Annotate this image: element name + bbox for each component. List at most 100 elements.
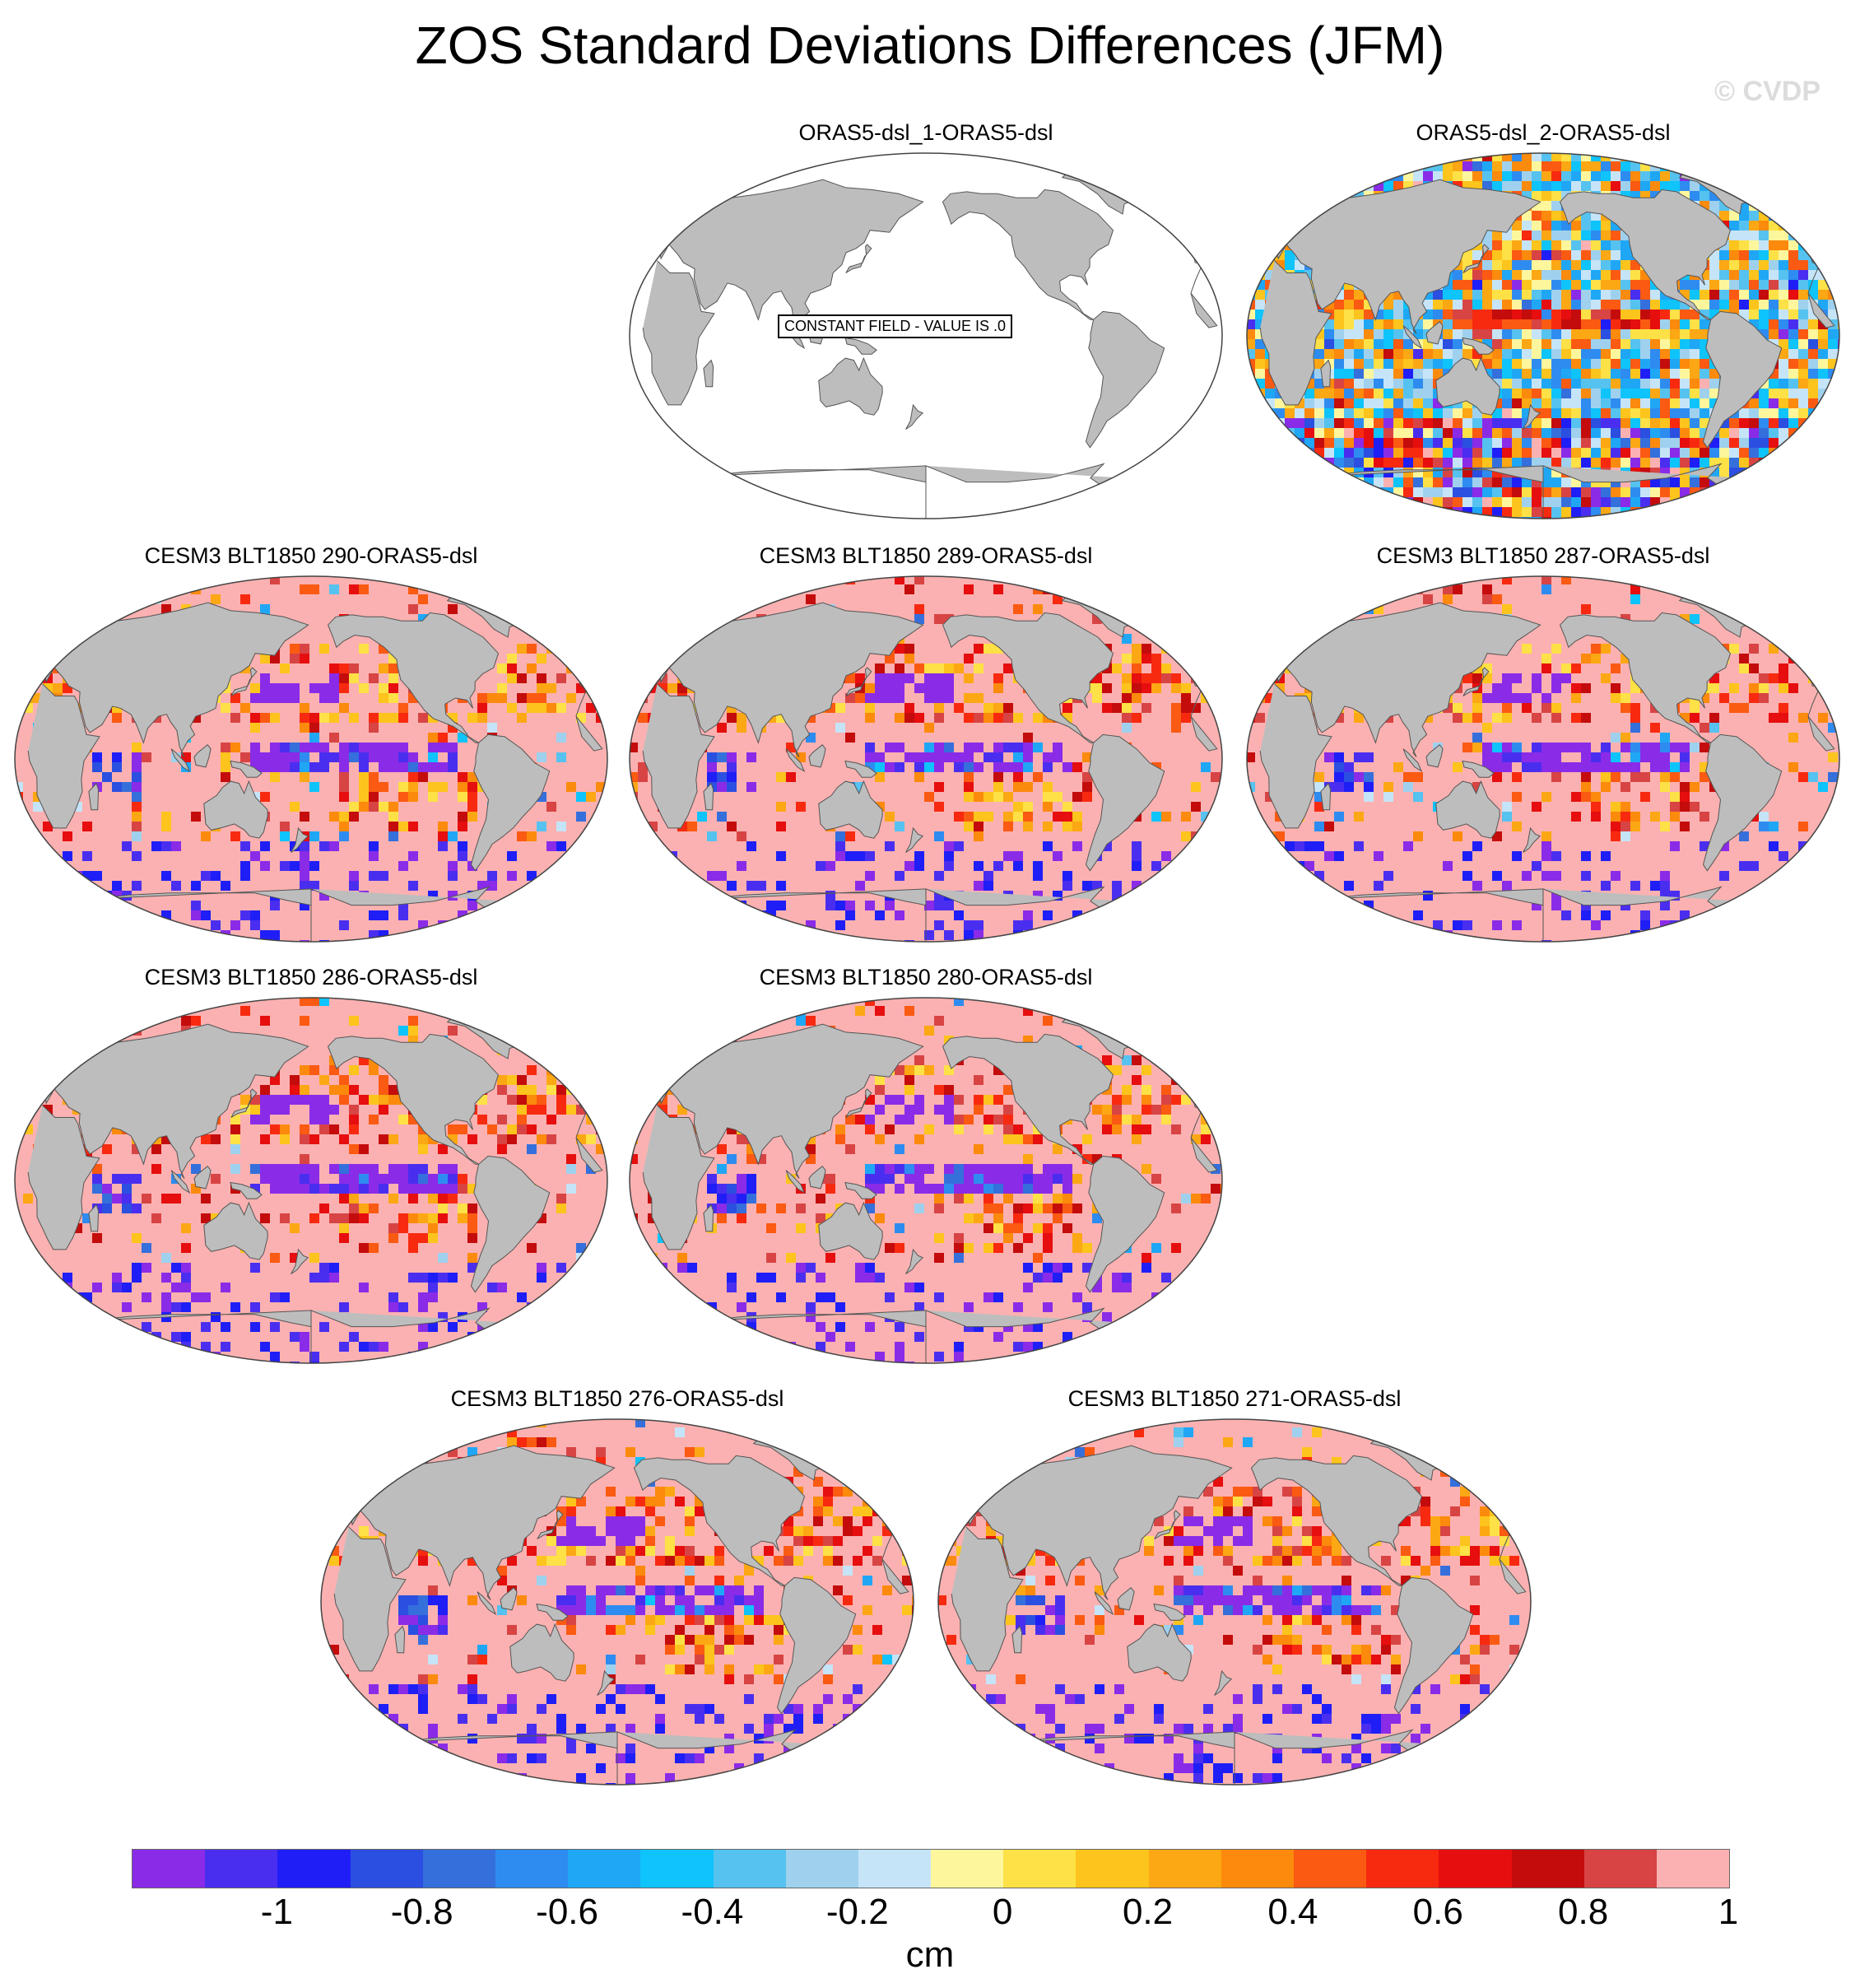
map-content bbox=[630, 998, 1222, 1363]
colorbar-swatch bbox=[858, 1850, 932, 1888]
map-panel: CESM3 BLT1850 290-ORAS5-dsl bbox=[7, 543, 616, 947]
map-border bbox=[629, 575, 1223, 943]
land-australia bbox=[818, 780, 883, 839]
colorbar-swatch bbox=[495, 1850, 569, 1888]
land-borneo bbox=[1425, 320, 1444, 345]
colorbar-swatch bbox=[1221, 1850, 1294, 1888]
map-content bbox=[1247, 576, 1839, 942]
land-australia bbox=[203, 1201, 268, 1260]
land-newguinea bbox=[844, 337, 877, 355]
colorbar-swatch bbox=[1439, 1850, 1512, 1888]
land-africa bbox=[642, 260, 1218, 406]
robinson-map bbox=[14, 997, 608, 1364]
map-content bbox=[15, 998, 607, 1363]
map-panel: CESM3 BLT1850 289-ORAS5-dsl bbox=[621, 543, 1230, 947]
land-japan bbox=[845, 244, 872, 273]
land-samerica bbox=[1702, 310, 1783, 449]
land-africa bbox=[27, 683, 603, 829]
land-japan bbox=[845, 1088, 872, 1118]
land-japan bbox=[230, 667, 258, 696]
colorbar-swatch bbox=[1656, 1850, 1730, 1888]
land-japan bbox=[537, 1510, 564, 1539]
land-newguinea bbox=[844, 1181, 877, 1199]
land-australia bbox=[509, 1623, 574, 1682]
panel-title: CESM3 BLT1850 276-ORAS5-dsl bbox=[450, 1386, 784, 1411]
land-africa bbox=[951, 1526, 1527, 1672]
map-content bbox=[938, 1419, 1531, 1785]
land-nz bbox=[1214, 1669, 1233, 1696]
panel-title: ORAS5-dsl_2-ORAS5-dsl bbox=[1416, 120, 1671, 145]
land-sumatra bbox=[1094, 1591, 1114, 1616]
land-nz bbox=[905, 1248, 924, 1274]
land-japan bbox=[1154, 1510, 1181, 1539]
panel-title: ORAS5-dsl_1-ORAS5-dsl bbox=[798, 120, 1053, 145]
land-madagascar bbox=[1320, 782, 1332, 811]
land-australia bbox=[818, 1201, 883, 1260]
land-newguinea bbox=[844, 760, 877, 778]
watermark: © CVDP bbox=[1714, 76, 1820, 107]
colorbar-swatch bbox=[205, 1850, 278, 1888]
land-namerica bbox=[633, 1455, 806, 1586]
land-nz bbox=[905, 403, 924, 430]
map-border bbox=[629, 152, 1223, 519]
land-madagascar bbox=[1320, 359, 1332, 388]
land-nz bbox=[597, 1669, 616, 1696]
map-border bbox=[320, 1418, 914, 1785]
land-borneo bbox=[808, 743, 826, 768]
land-madagascar bbox=[703, 359, 714, 388]
colorbar-swatch bbox=[1511, 1850, 1584, 1888]
map-border bbox=[14, 997, 608, 1364]
land-madagascar bbox=[88, 1204, 100, 1232]
land-samerica bbox=[1085, 310, 1165, 449]
robinson-map bbox=[320, 1418, 914, 1785]
land-newguinea bbox=[536, 1603, 569, 1621]
land-japan bbox=[845, 667, 872, 696]
land-nz bbox=[291, 1248, 309, 1274]
colorbar-swatch bbox=[785, 1850, 858, 1888]
colorbar-units: cm bbox=[905, 1934, 955, 1975]
land-nz bbox=[291, 826, 309, 853]
robinson-map bbox=[629, 997, 1223, 1364]
panel-title: CESM3 BLT1850 280-ORAS5-dsl bbox=[759, 965, 1093, 989]
land-sumatra bbox=[785, 1170, 806, 1194]
land-newguinea bbox=[1462, 337, 1495, 355]
robinson-map bbox=[629, 152, 1223, 519]
land-australia bbox=[1127, 1623, 1192, 1682]
land-namerica bbox=[1559, 612, 1732, 743]
map-panel: ORAS5-dsl_1-ORAS5-dsl CONSTANT FIELD - V… bbox=[621, 120, 1230, 524]
colorbar-swatch bbox=[277, 1850, 351, 1888]
colorbar-swatch bbox=[1076, 1850, 1149, 1888]
colorbar-swatch bbox=[1148, 1850, 1221, 1888]
land-japan bbox=[1462, 244, 1490, 273]
colorbar-swatch bbox=[568, 1850, 641, 1888]
land-namerica bbox=[942, 612, 1114, 743]
main-title: ZOS Standard Deviations Differences (JFM… bbox=[415, 16, 1445, 75]
map-panel: CESM3 BLT1850 271-ORAS5-dsl bbox=[930, 1386, 1539, 1790]
land-borneo bbox=[1425, 743, 1444, 768]
panel-title: CESM3 BLT1850 271-ORAS5-dsl bbox=[1067, 1386, 1402, 1411]
colorbar-swatch bbox=[1003, 1850, 1076, 1888]
colorbar-tick-label: -0.6 bbox=[536, 1892, 598, 1932]
land-samerica bbox=[776, 1576, 857, 1715]
land-africa bbox=[333, 1526, 909, 1672]
land-newguinea bbox=[230, 1181, 263, 1199]
map-content bbox=[630, 576, 1222, 942]
colorbar-swatch bbox=[640, 1850, 714, 1888]
land-sumatra bbox=[477, 1591, 497, 1616]
colorbar-tick-label: -0.2 bbox=[825, 1892, 889, 1932]
colorbar-tick-label: -0.4 bbox=[681, 1892, 744, 1932]
land-borneo bbox=[193, 743, 212, 768]
colorbar-swatch bbox=[931, 1850, 1004, 1888]
land-samerica bbox=[470, 733, 551, 872]
colorbar bbox=[132, 1849, 1730, 1888]
land-borneo bbox=[808, 1165, 826, 1190]
map-content bbox=[630, 153, 1222, 519]
colorbar-tick-label: -0.8 bbox=[390, 1892, 453, 1932]
land-madagascar bbox=[1011, 1625, 1023, 1654]
land-sumatra bbox=[170, 1170, 191, 1194]
robinson-map bbox=[629, 575, 1223, 943]
map-panel: ORAS5-dsl_2-ORAS5-dsl bbox=[1239, 120, 1848, 524]
land-nz bbox=[1523, 403, 1541, 430]
colorbar-swatch bbox=[1583, 1850, 1657, 1888]
colorbar-swatch bbox=[713, 1850, 786, 1888]
